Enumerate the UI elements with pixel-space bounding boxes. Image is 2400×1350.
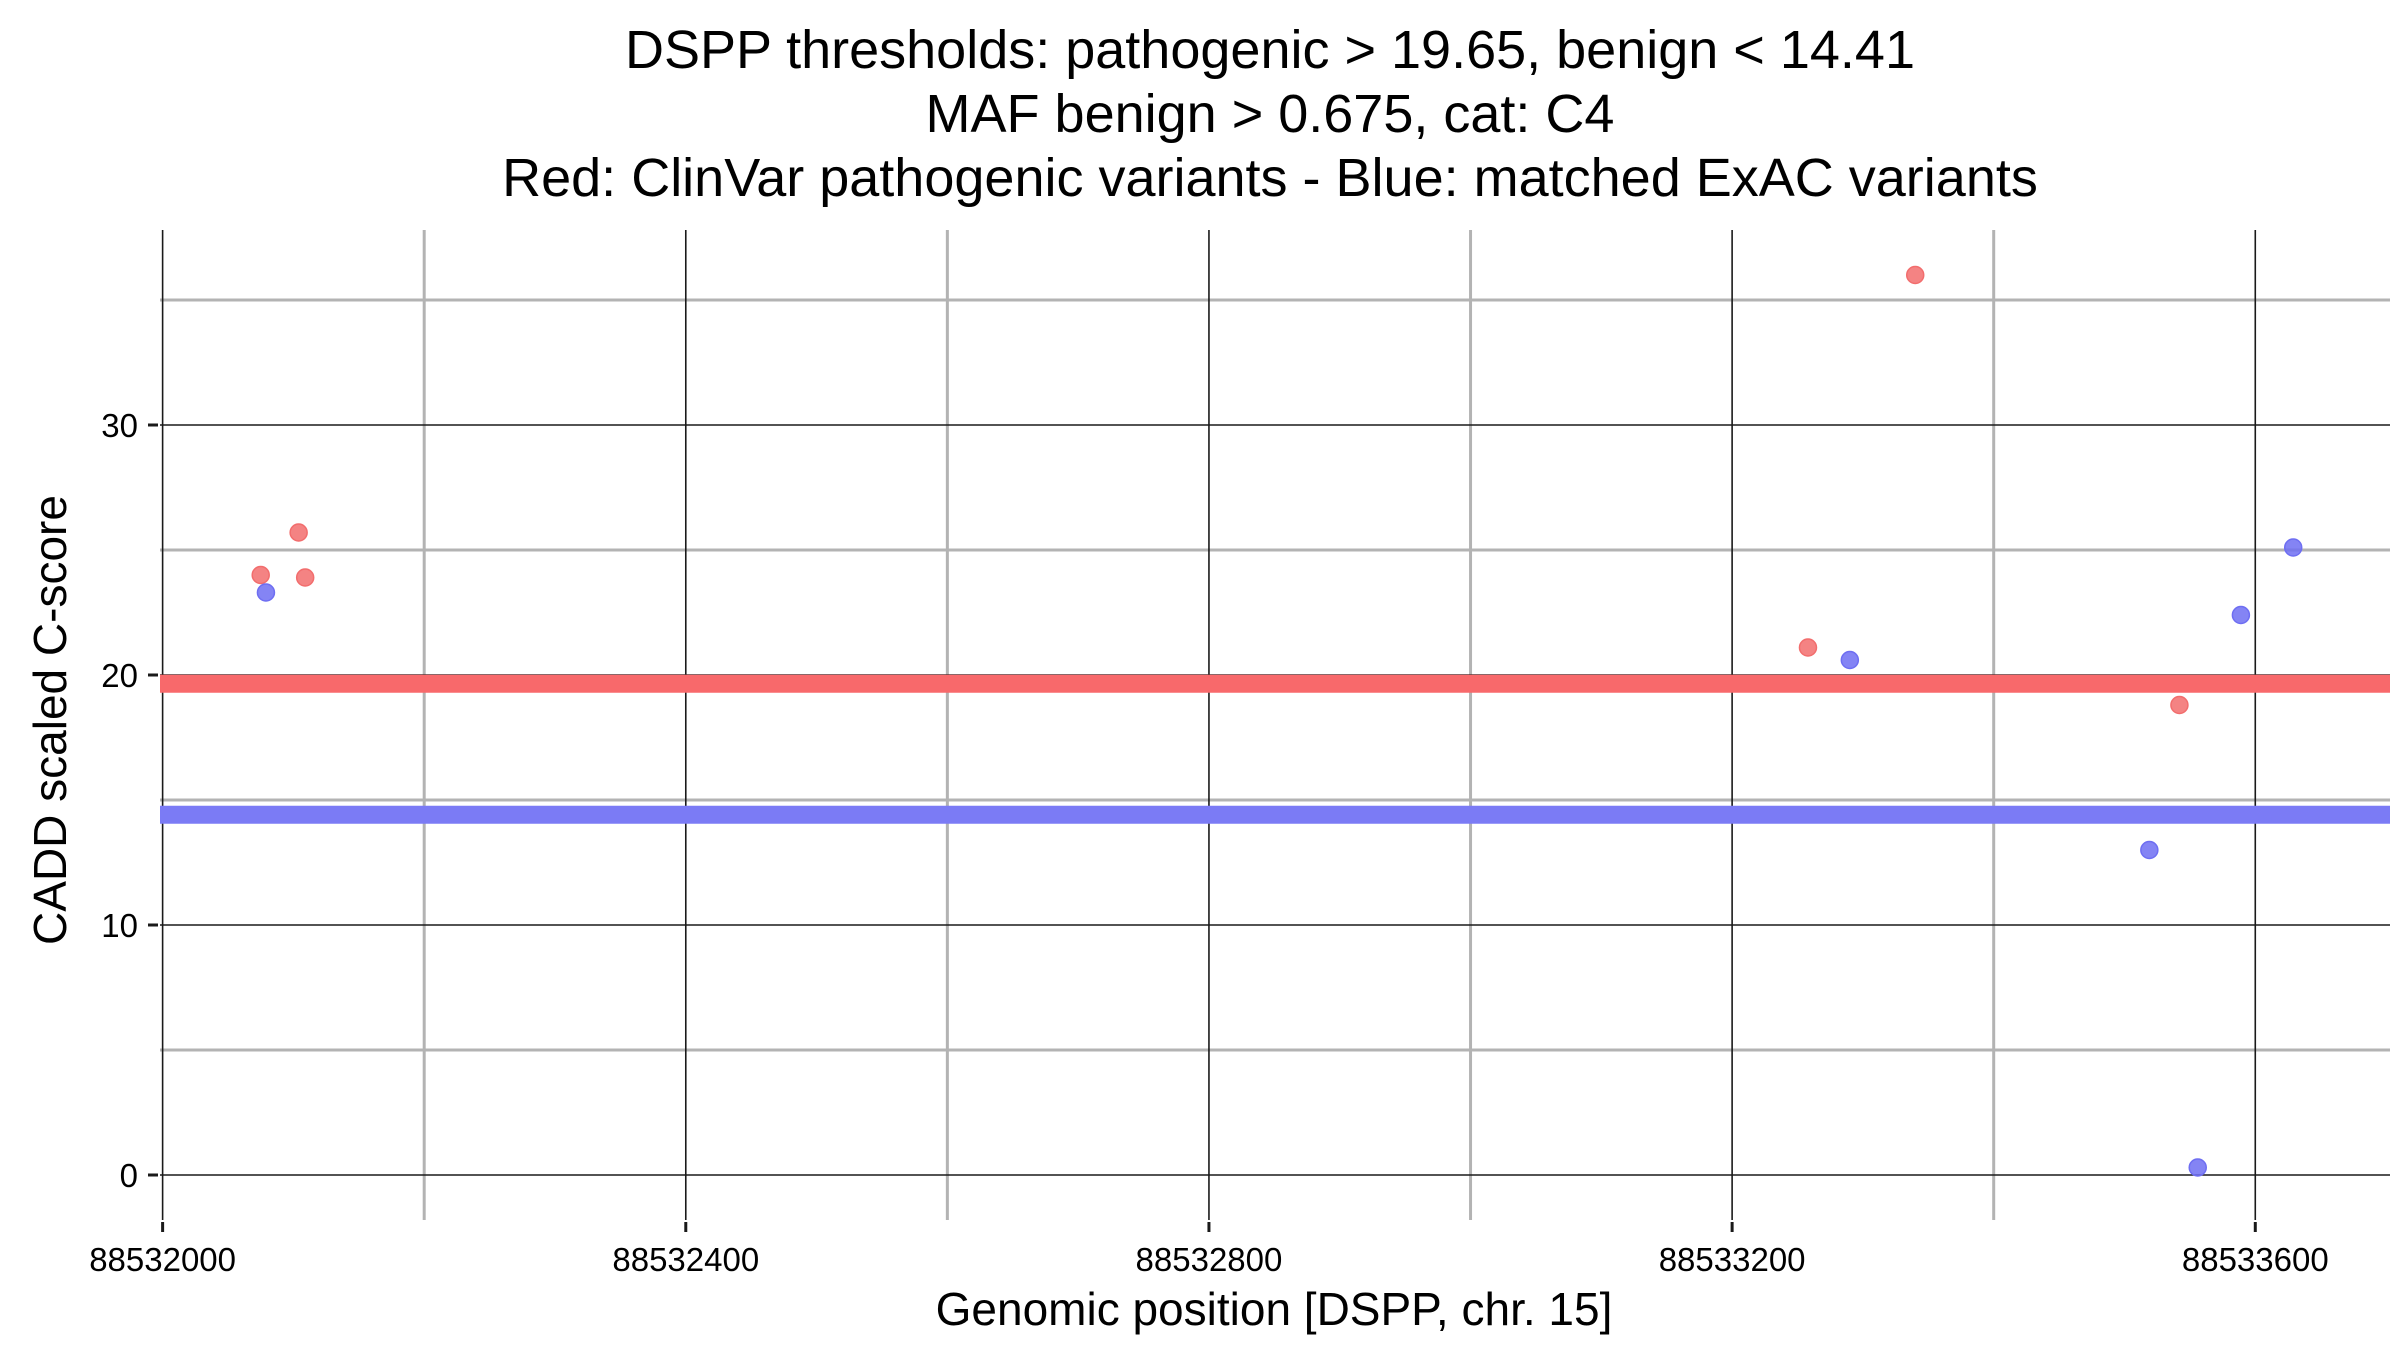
x-tick-label: 88532800 bbox=[1136, 1241, 1283, 1278]
x-tick-label: 88533200 bbox=[1659, 1241, 1806, 1278]
chart-title-line-2: MAF benign > 0.675, cat: C4 bbox=[926, 84, 1615, 144]
major-gridlines bbox=[160, 230, 2390, 1220]
y-tick-label: 30 bbox=[101, 407, 138, 444]
data-points bbox=[251, 265, 2303, 1177]
chart-title-line-3: Red: ClinVar pathogenic variants - Blue:… bbox=[502, 148, 2038, 208]
chart-title-line-1: DSPP thresholds: pathogenic > 19.65, ben… bbox=[625, 20, 1915, 80]
data-point-series-1 bbox=[1798, 638, 1818, 657]
data-point-series-1 bbox=[2170, 695, 2189, 715]
data-point-series-2 bbox=[2283, 538, 2303, 557]
data-point-series-2 bbox=[256, 583, 276, 602]
threshold-lines bbox=[160, 674, 2390, 824]
chart-title: DSPP thresholds: pathogenic > 19.65, ben… bbox=[502, 20, 2038, 208]
x-tick-label: 88532000 bbox=[89, 1241, 236, 1278]
minor-gridlines bbox=[160, 230, 2390, 1220]
x-axis-title: Genomic position [DSPP, chr. 15] bbox=[936, 1283, 1613, 1335]
x-tick-label: 88533600 bbox=[2182, 1241, 2329, 1278]
data-point-series-1 bbox=[289, 523, 308, 542]
y-tick-label: 0 bbox=[120, 1157, 138, 1194]
data-point-series-1 bbox=[1905, 265, 1925, 285]
y-tick-label: 10 bbox=[101, 907, 138, 944]
data-point-series-2 bbox=[2231, 605, 2251, 625]
data-point-series-2 bbox=[2140, 840, 2159, 860]
x-axis: 88532000 88532400 88532800 88533200 88533600 bbox=[89, 1222, 2329, 1278]
x-tick-label: 88532400 bbox=[612, 1241, 759, 1278]
y-tick-label: 20 bbox=[101, 657, 138, 694]
data-point-series-2 bbox=[1840, 650, 1860, 670]
data-point-series-1 bbox=[251, 565, 270, 585]
data-point-series-2 bbox=[2188, 1158, 2207, 1177]
y-axis: 0 10 20 30 bbox=[101, 407, 158, 1194]
y-axis-title: CADD scaled C-score bbox=[24, 495, 76, 945]
data-point-series-1 bbox=[295, 568, 315, 587]
